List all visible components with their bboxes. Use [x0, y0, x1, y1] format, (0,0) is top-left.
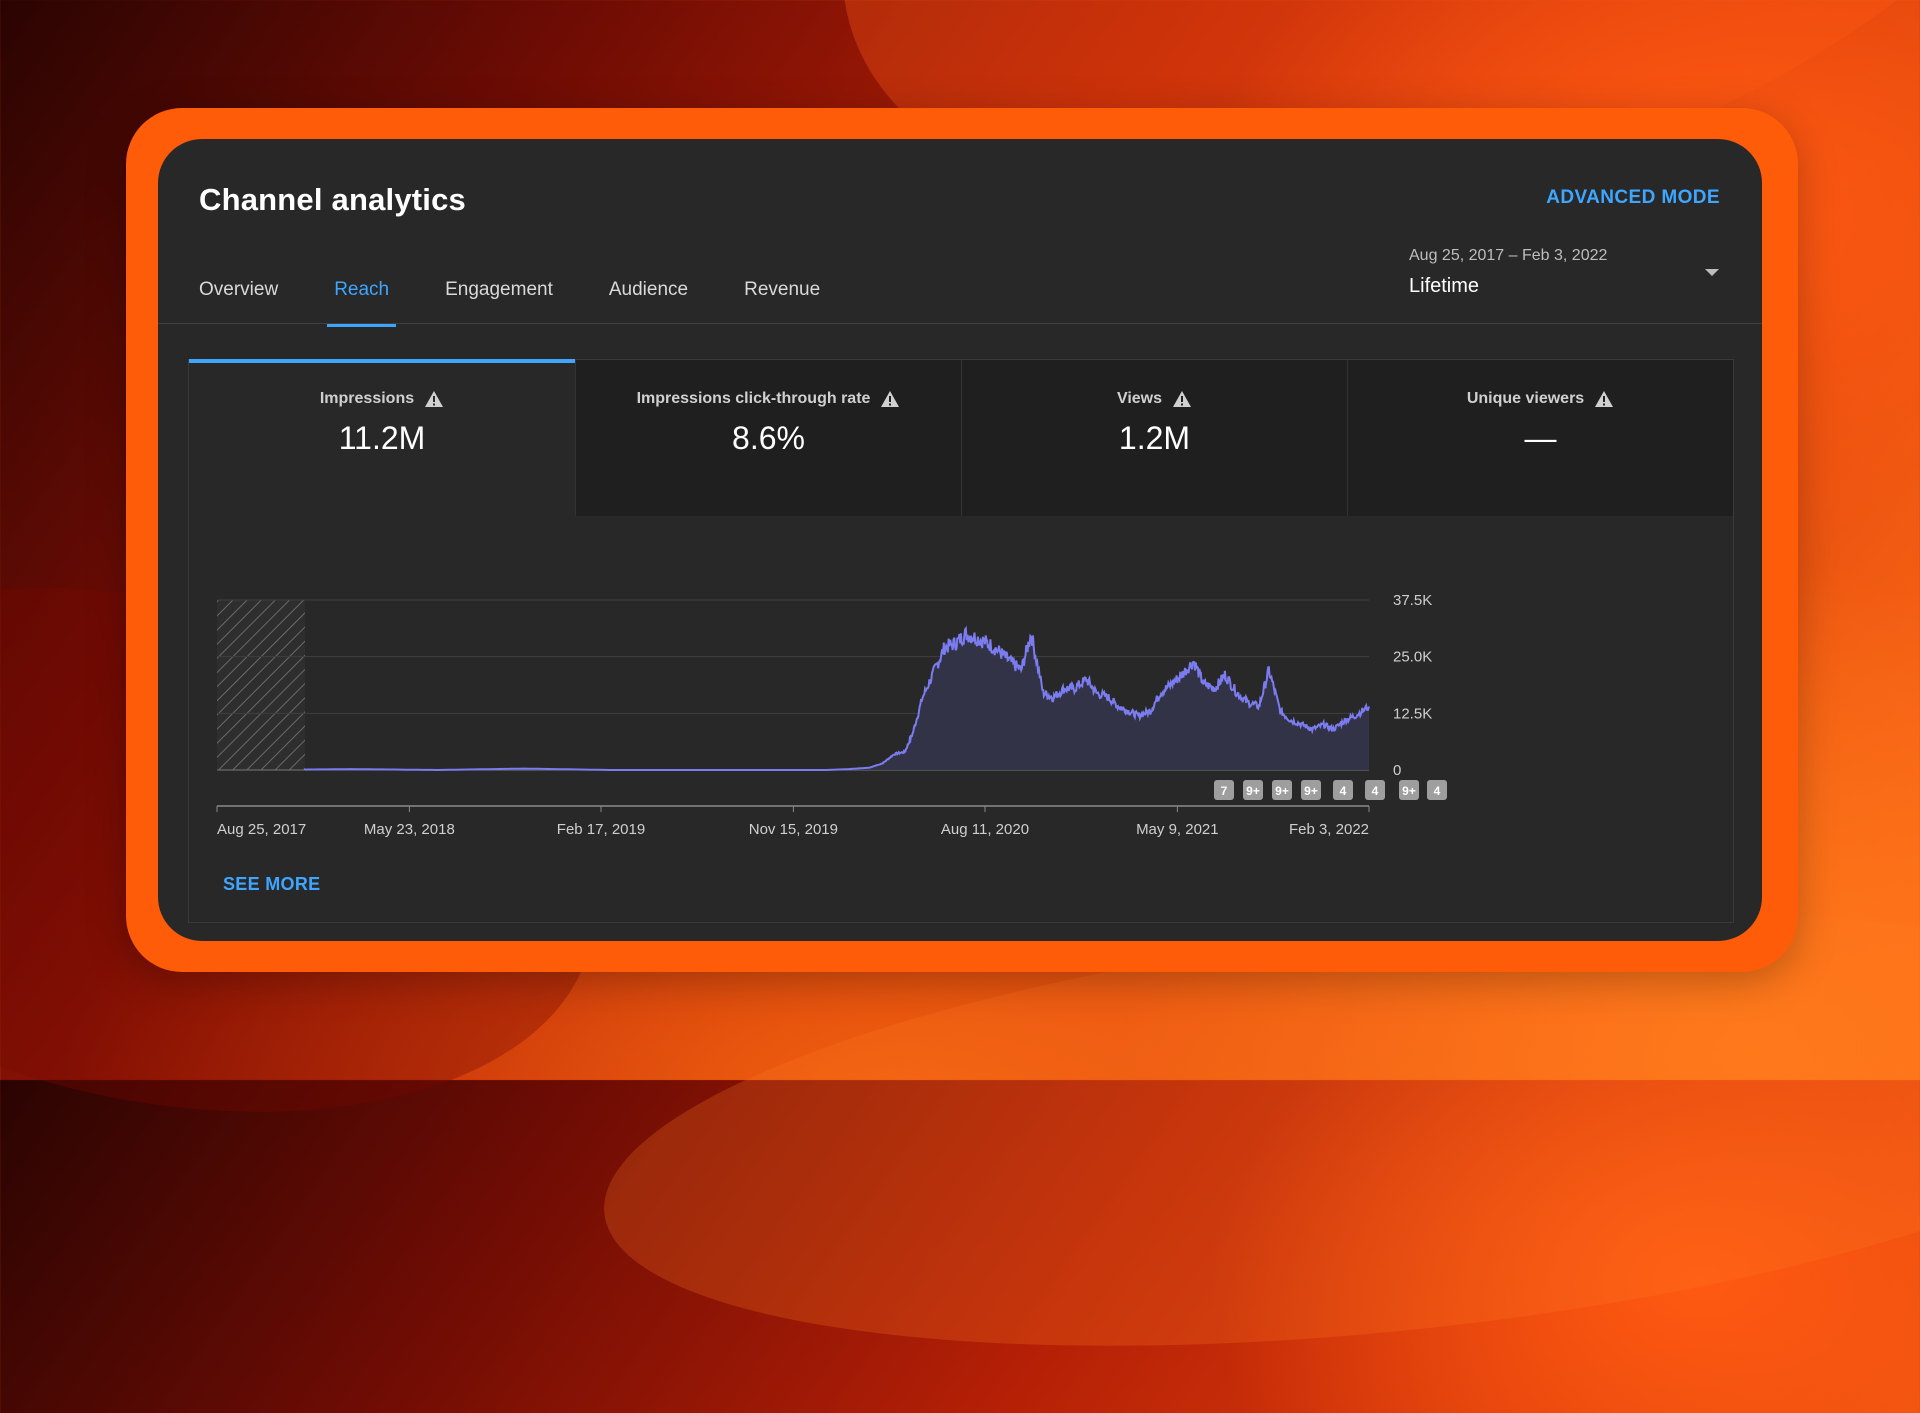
event-marker: [1399, 780, 1419, 800]
metric-value: —: [1524, 420, 1557, 456]
warning-icon: [1173, 391, 1192, 407]
impressions-chart: 37.5K 25.0K 12.5K 0 Aug 25, 2017 May 23, 2018…: [216, 592, 1447, 838]
metric-value: 11.2M: [338, 420, 426, 456]
event-marker: [1272, 780, 1292, 800]
date-range-selector[interactable]: Aug 25, 2017 – Feb 3, 2022 Lifetime: [1409, 247, 1719, 298]
x-tick-label: Feb 3, 2022: [1289, 821, 1369, 838]
metrics-panel: Impressions 11.2M Impressions click-thro…: [188, 359, 1734, 923]
series-line: [304, 625, 1370, 772]
event-marker-label: 9+: [1275, 784, 1289, 798]
event-marker-label: 7: [1221, 784, 1228, 798]
warning-icon: [1595, 391, 1614, 407]
metric-card-ctr[interactable]: Impressions click-through rate 8.6%: [575, 360, 961, 516]
tab-bar: Overview Reach Engagement Audience Reven…: [199, 279, 876, 327]
y-tick-label: 37.5K: [1393, 592, 1432, 609]
metric-value: 1.2M: [1118, 420, 1191, 456]
event-marker: [1214, 780, 1234, 800]
tab-engagement[interactable]: Engagement: [445, 279, 553, 300]
event-marker: [1301, 780, 1321, 800]
event-marker-label: 4: [1372, 784, 1379, 798]
event-marker-label: 4: [1434, 784, 1441, 798]
see-more-link[interactable]: SEE MORE: [223, 874, 321, 894]
metric-label: Views: [1116, 390, 1163, 407]
analytics-card: Channel analytics ADVANCED MODE Overview…: [158, 139, 1762, 941]
dropdown-caret-icon: [1705, 269, 1719, 276]
metric-card-impressions[interactable]: Impressions 11.2M: [189, 359, 575, 516]
x-tick-label: May 9, 2021: [1136, 821, 1219, 838]
date-range-dates: Aug 25, 2017 – Feb 3, 2022: [1409, 247, 1608, 264]
x-tick-label: Feb 17, 2019: [557, 821, 645, 838]
x-tick-label: Aug 25, 2017: [217, 821, 306, 838]
y-tick-label: 0: [1393, 762, 1401, 779]
event-marker: [1365, 780, 1385, 800]
event-marker: [1427, 780, 1447, 800]
x-tick-label: May 23, 2018: [364, 821, 455, 838]
metric-value: 8.6%: [732, 420, 805, 456]
metric-label: Unique viewers: [1466, 390, 1585, 407]
metric-label: Impressions: [319, 390, 415, 407]
metric-card-views[interactable]: Views 1.2M: [961, 360, 1347, 516]
x-tick-label: Nov 15, 2019: [749, 821, 838, 838]
page-title: Channel analytics: [199, 182, 466, 217]
tab-reach[interactable]: Reach: [327, 279, 397, 327]
warning-icon: [881, 391, 900, 407]
advanced-mode-button[interactable]: ADVANCED MODE: [1546, 187, 1720, 208]
event-marker-label: 9+: [1304, 784, 1318, 798]
event-marker-label: 4: [1340, 784, 1347, 798]
event-marker-label: 9+: [1246, 784, 1260, 798]
event-marker: [1333, 780, 1353, 800]
y-tick-label: 25.0K: [1393, 649, 1432, 666]
series-area: [305, 628, 1369, 770]
date-range-label: Lifetime: [1409, 275, 1480, 297]
metric-cards: Impressions 11.2M Impressions click-thro…: [189, 359, 1733, 516]
tab-revenue[interactable]: Revenue: [744, 279, 821, 300]
no-data-region: [217, 600, 305, 770]
x-tick-label: Aug 11, 2020: [941, 821, 1029, 838]
metric-card-unique-viewers[interactable]: Unique viewers —: [1347, 360, 1733, 516]
warning-icon: [425, 391, 444, 407]
metric-label: Impressions click-through rate: [636, 390, 871, 407]
tabs-divider: [158, 323, 1762, 324]
tab-overview[interactable]: Overview: [199, 279, 279, 300]
event-marker: [1243, 780, 1263, 800]
y-tick-label: 12.5K: [1393, 705, 1432, 722]
tab-audience[interactable]: Audience: [608, 279, 689, 300]
event-marker-label: 9+: [1402, 784, 1416, 798]
